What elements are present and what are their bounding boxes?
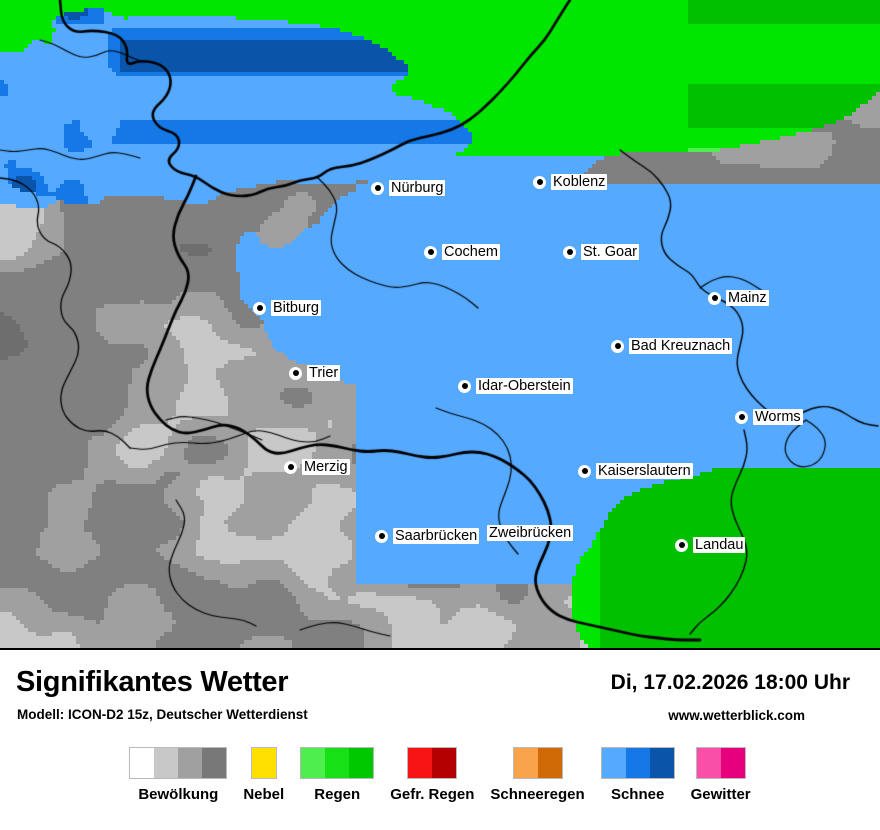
legend-swatch-1 [325,748,350,778]
legend-label: Schnee [610,786,665,803]
legend: Bewölkung Nebel Regen Gefr. Regen Schneerege… [0,747,880,803]
legend-swatches [129,747,228,779]
city-marker[interactable]: Idar-Oberstein [458,378,573,394]
city-marker[interactable]: Worms [735,409,803,425]
city-label: Saarbrücken [393,528,480,544]
website-url: www.wetterblick.com [668,708,805,723]
weather-map[interactable]: Nürburg Koblenz Cochem St. Goar Mainz Bitburg… [0,0,880,650]
city-marker[interactable]: Saarbrücken [375,528,480,544]
legend-swatch-1 [537,748,562,778]
legend-item-4: Schneeregen [490,747,585,803]
footer-header: Signifikantes Wetter Modell: ICON-D2 15z… [0,650,880,723]
legend-swatch-0 [130,748,155,778]
city-marker[interactable]: Mainz [708,290,769,306]
legend-item-1: Nebel [243,747,284,803]
city-dot-icon [284,460,297,474]
legend-swatch-1 [432,748,457,778]
city-dot-icon [375,529,388,543]
legend-swatches [407,747,458,779]
city-label: Kaiserslautern [596,463,693,479]
city-marker[interactable]: St. Goar [563,244,639,260]
legend-item-3: Gefr. Regen [390,747,474,803]
legend-swatch-1 [154,748,179,778]
legend-swatches [512,747,563,779]
legend-label: Regen [314,786,361,803]
legend-item-6: Gewitter [691,747,751,803]
city-label: Nürburg [389,180,446,196]
city-label: Bitburg [271,300,321,316]
city-labels-layer: Nürburg Koblenz Cochem St. Goar Mainz Bitburg… [253,174,803,553]
city-dot-icon [735,410,748,424]
city-marker[interactable]: Bad Kreuznach [611,338,733,354]
city-label: St. Goar [581,244,639,260]
city-label: Cochem [442,244,500,260]
legend-swatches [600,747,675,779]
forecast-datetime: Di, 17.02.2026 18:00 Uhr [610,671,850,694]
city-dot-icon [578,464,591,478]
city-label: Mainz [726,290,769,306]
city-marker[interactable]: Nürburg [371,180,446,196]
legend-label: Bewölkung [138,786,219,803]
legend-swatch-0 [513,748,538,778]
legend-swatches [250,747,277,779]
footer-panel: Signifikantes Wetter Modell: ICON-D2 15z… [0,650,880,830]
legend-swatch-0 [408,748,433,778]
city-marker[interactable]: Kaiserslautern [578,463,693,479]
city-label: Idar-Oberstein [476,378,573,394]
legend-swatch-0 [601,748,626,778]
legend-swatch-1 [720,748,745,778]
city-marker[interactable]: Merzig [284,459,350,475]
legend-label: Nebel [243,786,285,803]
city-marker[interactable]: Bitburg [253,300,321,316]
city-label: Bad Kreuznach [629,338,733,354]
city-dot-icon [533,175,546,189]
city-dot-icon [675,538,688,552]
model-subtitle: Modell: ICON-D2 15z, Deutscher Wetterdie… [17,707,308,722]
legend-item-5: Schnee [600,747,675,803]
city-dot-icon [253,301,266,315]
city-marker[interactable]: Zweibrücken [487,525,574,541]
city-dot-icon [289,366,302,380]
city-label: Zweibrücken [487,525,574,541]
legend-swatches [695,747,746,779]
legend-label: Schneeregen [490,786,585,803]
city-label: Merzig [302,459,350,475]
city-dot-icon [424,245,437,259]
city-label: Worms [753,409,803,425]
legend-swatch-3 [202,748,227,778]
city-label: Trier [307,365,341,381]
legend-swatch-0 [301,748,326,778]
legend-label: Gefr. Regen [390,786,475,803]
legend-swatch-2 [349,748,374,778]
legend-swatch-1 [625,748,650,778]
city-dot-icon [708,291,721,305]
city-marker[interactable]: Trier [289,365,341,381]
city-label: Landau [693,537,746,553]
legend-swatch-0 [696,748,721,778]
city-dot-icon [611,339,624,353]
legend-swatches [300,747,375,779]
legend-swatch-2 [649,748,674,778]
city-marker[interactable]: Cochem [424,244,500,260]
legend-label: Gewitter [690,786,751,803]
page-title: Signifikantes Wetter [16,666,289,698]
city-marker[interactable]: Koblenz [533,174,608,190]
legend-swatch-2 [178,748,203,778]
city-dot-icon [563,245,576,259]
legend-item-0: Bewölkung [129,747,228,803]
city-label: Koblenz [551,174,608,190]
city-dot-icon [458,379,471,393]
city-marker[interactable]: Landau [675,537,746,553]
legend-swatch-0 [251,748,276,778]
city-dot-icon [371,181,384,195]
legend-item-2: Regen [300,747,375,803]
